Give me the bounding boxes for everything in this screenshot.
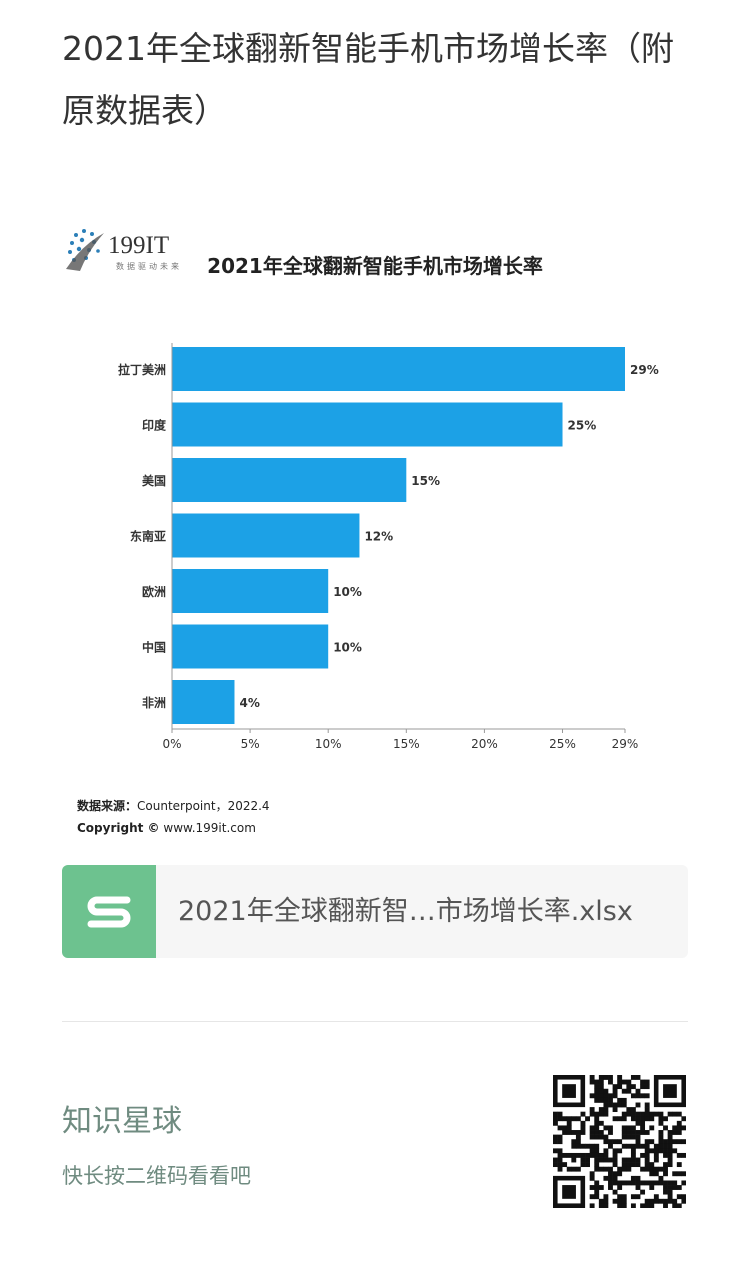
brand-logo: 199IT 数据驱动未来 — [66, 229, 182, 271]
data-label: 10% — [333, 641, 362, 655]
x-tick-label: 5% — [241, 737, 260, 751]
spreadsheet-s-icon — [62, 865, 156, 958]
data-label: 15% — [411, 474, 440, 488]
data-label: 10% — [333, 585, 362, 599]
brand-swoosh-icon — [66, 233, 104, 271]
bar — [172, 624, 329, 669]
bar — [172, 458, 407, 502]
page-title: 2021年全球翻新智能手机市场增长率（附原数据表） — [62, 29, 674, 130]
x-tick-label: 20% — [471, 737, 498, 751]
divider — [62, 1021, 688, 1022]
category-label: 拉丁美洲 — [118, 362, 166, 377]
category-label: 印度 — [142, 418, 167, 433]
bar — [172, 569, 329, 613]
x-tick-label: 0% — [162, 737, 181, 751]
x-tick-label: 29% — [612, 737, 639, 751]
category-label: 欧洲 — [142, 584, 166, 599]
bar — [172, 347, 625, 391]
source-label: 数据来源： — [77, 799, 138, 813]
attachment-card[interactable]: 2021年全球翻新智…市场增长率.xlsx — [62, 865, 688, 958]
chart-source: 数据来源：Counterpoint，2022.4 Copyright © www… — [77, 795, 270, 839]
chart-card: 2021年全球翻新智能手机市场增长率拉丁美洲 29% 印度 25% 美国 15% 东南亚 12… — [62, 225, 688, 850]
category-label: 东南亚 — [130, 529, 166, 544]
category-label: 美国 — [142, 473, 166, 488]
data-label: 25% — [568, 419, 597, 433]
category-label: 中国 — [142, 640, 166, 655]
category-label: 非洲 — [142, 695, 166, 710]
chart-title: 2021年全球翻新智能手机市场增长率 — [207, 254, 543, 278]
planet-hint: 快长按二维码看看吧 — [62, 1164, 251, 1188]
bar — [172, 513, 360, 558]
bar — [172, 680, 235, 724]
brand-name: 199IT — [108, 232, 169, 259]
planet-name: 知识星球 — [62, 1104, 182, 1139]
x-tick-label: 25% — [549, 737, 576, 751]
data-label: 29% — [630, 363, 659, 377]
copyright-label: Copyright © — [77, 821, 160, 835]
data-label: 4% — [239, 696, 259, 710]
qr-code-icon[interactable] — [553, 1075, 686, 1208]
attachment-filename: 2021年全球翻新智…市场增长率.xlsx — [178, 896, 633, 927]
x-tick-label: 15% — [393, 737, 420, 751]
bar — [172, 402, 563, 447]
data-label: 12% — [364, 530, 393, 544]
copyright-site: www.199it.com — [163, 821, 256, 835]
brand-tagline: 数据驱动未来 — [116, 261, 182, 271]
x-tick-label: 10% — [315, 737, 342, 751]
source-text: Counterpoint，2022.4 — [137, 799, 270, 813]
